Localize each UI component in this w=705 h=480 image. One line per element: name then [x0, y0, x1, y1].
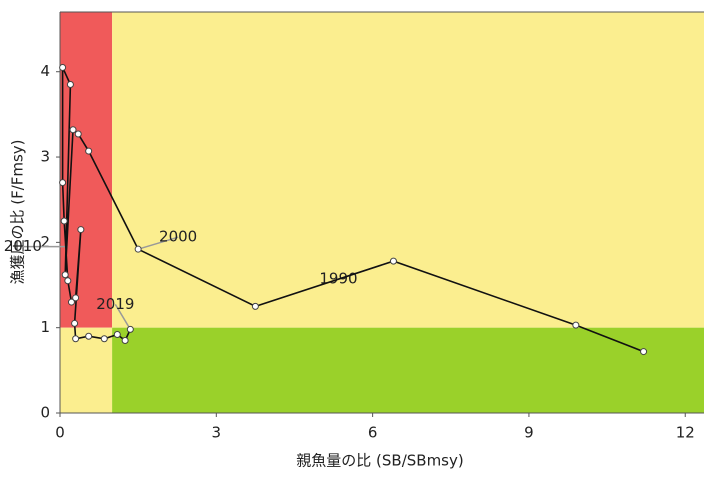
- data-point: [85, 332, 93, 340]
- y-tick-label: 4: [40, 62, 50, 80]
- data-point: [60, 217, 68, 225]
- y-tick-label: 2: [40, 233, 50, 251]
- annotation-leader: [137, 236, 179, 250]
- data-point: [59, 63, 67, 71]
- x-tick-label: 6: [368, 424, 378, 442]
- data-point: [61, 271, 69, 279]
- zone-healthy: [112, 327, 704, 413]
- data-point: [67, 298, 75, 306]
- data-point: [77, 226, 85, 234]
- annotation-leader: [114, 304, 131, 330]
- data-point: [85, 147, 93, 155]
- data-point: [74, 130, 82, 138]
- x-tick-label: 12: [676, 424, 695, 442]
- data-point: [59, 179, 67, 187]
- y-axis-title: 漁獲圧の比 (F/Fmsy): [9, 139, 27, 284]
- y-tick-label: 1: [40, 318, 50, 336]
- x-axis-title: 親魚量の比 (SB/SBmsy): [296, 452, 463, 470]
- data-point: [572, 321, 580, 329]
- data-point: [64, 277, 72, 285]
- annotation: 2019: [96, 295, 134, 313]
- data-point: [72, 335, 80, 343]
- data-point: [121, 336, 129, 344]
- annotation: 2000: [159, 228, 197, 246]
- x-tick-label: 3: [212, 424, 222, 442]
- data-point: [72, 294, 80, 302]
- data-point: [389, 257, 397, 265]
- x-tick-label: 9: [524, 424, 534, 442]
- data-point: [126, 325, 134, 333]
- data-point: [71, 319, 79, 327]
- data-point: [66, 81, 74, 89]
- y-tick-label: 3: [40, 148, 50, 166]
- data-point: [100, 335, 108, 343]
- data-point: [640, 348, 648, 356]
- data-point: [113, 331, 121, 339]
- y-tick-label: 0: [40, 404, 50, 422]
- annotation: 2010: [4, 237, 42, 255]
- zone-caution: [112, 12, 704, 328]
- x-tick-label: 0: [55, 424, 65, 442]
- data-point: [134, 245, 142, 253]
- data-point: [251, 302, 259, 310]
- data-point: [69, 126, 77, 134]
